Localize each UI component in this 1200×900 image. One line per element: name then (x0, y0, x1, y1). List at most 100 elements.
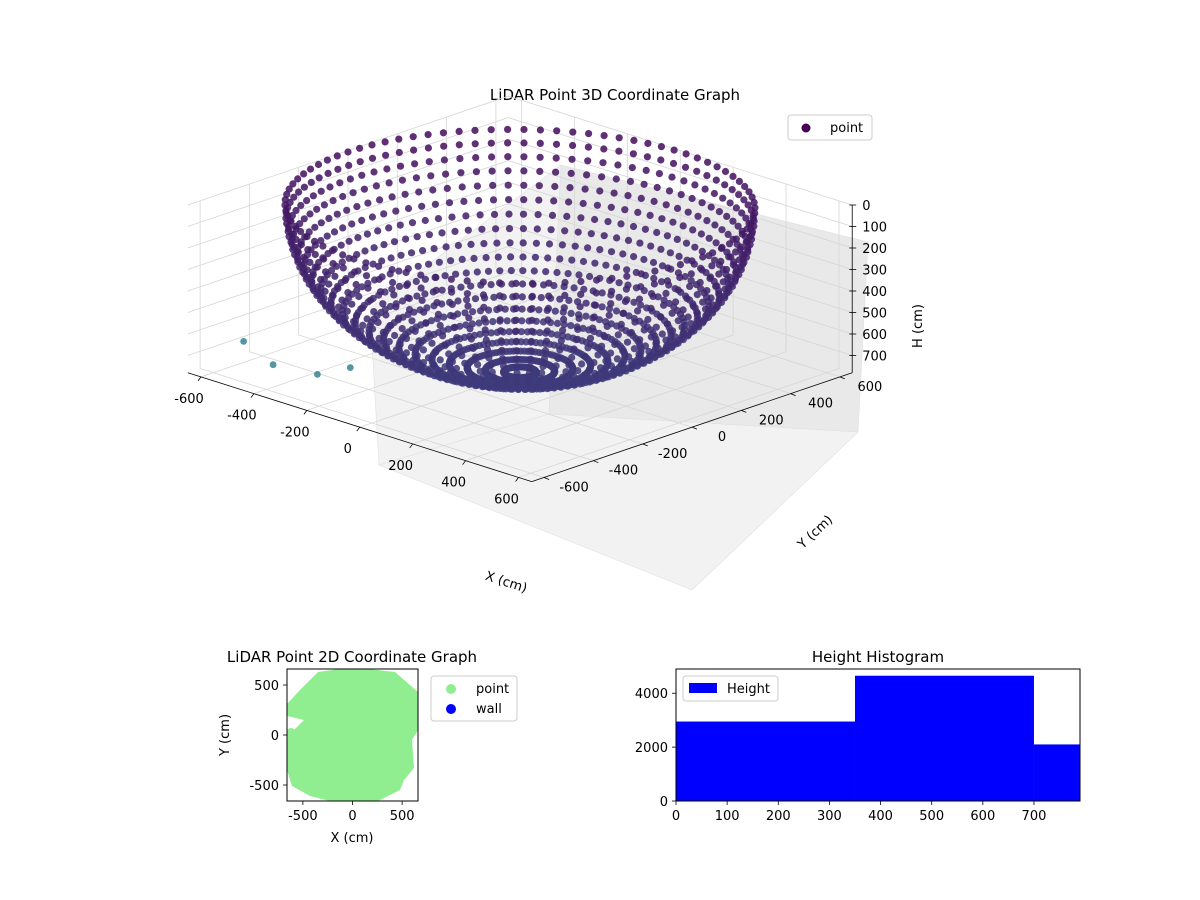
x-tick-label-3d: 400 (441, 476, 466, 491)
point-3d (671, 333, 679, 341)
chart-2d-title: LiDAR Point 2D Coordinate Graph (227, 648, 477, 666)
point-3d (375, 262, 383, 270)
point-3d (366, 296, 375, 304)
point-3d (306, 165, 315, 173)
point-3d (624, 236, 633, 244)
point-3d (440, 142, 448, 150)
point-3d (607, 349, 615, 357)
point-3d (719, 278, 727, 286)
point-3d (520, 196, 528, 204)
point-3d (542, 337, 551, 345)
point-3d (398, 176, 406, 184)
point-3d (353, 203, 361, 211)
z-tick-label-3d: 0 (862, 199, 870, 214)
z-axis-label-3d: H (cm) (911, 304, 926, 348)
point-3d (411, 160, 419, 168)
point-3d (591, 259, 599, 267)
point-3d (321, 287, 329, 295)
point-3d (607, 203, 615, 211)
point-3d (577, 277, 585, 286)
point-3d (409, 133, 417, 141)
y-tick-label-2d: -500 (249, 779, 279, 794)
point-3d (432, 273, 440, 281)
point-3d (601, 333, 609, 341)
point-3d (518, 305, 526, 313)
point-3d (349, 189, 357, 197)
point-3d (335, 315, 343, 323)
y-tick-label-histogram: 2000 (635, 741, 668, 756)
point-3d (662, 289, 670, 297)
point-3d (574, 367, 582, 375)
point-3d (403, 281, 411, 289)
point-3d (333, 210, 341, 218)
point-3d (499, 355, 507, 363)
ticks-2d: -500 0 500 -500 0 500 (249, 679, 414, 824)
point-3d (693, 154, 701, 162)
point-3d (672, 298, 680, 306)
point-3d (362, 259, 370, 267)
point-3d (717, 257, 725, 265)
point-3d (335, 303, 343, 311)
point-3d (297, 201, 305, 210)
point-3d (698, 247, 706, 255)
histogram-bar (1033, 744, 1080, 801)
point-3d (281, 196, 289, 204)
point-3d (447, 257, 455, 265)
y-tick-label-3d: -400 (609, 464, 639, 479)
point-3d (536, 167, 544, 175)
point-3d (569, 128, 577, 136)
point-3d (704, 158, 712, 166)
point-3d (338, 296, 346, 304)
point-3d (472, 154, 480, 162)
gridline-y (249, 184, 594, 462)
point-3d (630, 298, 638, 306)
point-3d (556, 346, 564, 354)
point-3d (589, 324, 597, 332)
point-3d (547, 374, 556, 382)
point-3d (348, 220, 356, 228)
point-3d (385, 224, 393, 232)
point-3d (584, 143, 593, 151)
point-3d (569, 141, 577, 150)
point-3d (490, 374, 498, 382)
point-3d (634, 208, 642, 216)
point-3d (504, 125, 512, 133)
y-tick-label-histogram: 0 (660, 795, 668, 810)
point-3d (575, 376, 583, 384)
point-3d (396, 162, 405, 170)
point-3d (386, 322, 394, 330)
point-3d (567, 309, 575, 317)
point-3d (441, 363, 449, 371)
z-tick-label-3d: 300 (862, 264, 887, 279)
point-3d (395, 267, 403, 275)
y-tick-label-3d: 400 (808, 397, 833, 412)
legend-histogram: Height (682, 675, 779, 702)
legend-2d-wall-label: wall (476, 702, 502, 717)
point-3d (447, 275, 455, 283)
point-3d (341, 314, 349, 322)
point-3d (310, 237, 319, 245)
point-3d (695, 316, 703, 324)
x-tick-label-histogram: 200 (766, 809, 791, 824)
point-3d (449, 312, 457, 320)
point-3d (665, 187, 674, 195)
point-3d (581, 352, 589, 360)
z-tick-label-3d: 100 (862, 221, 887, 236)
point-3d (650, 197, 658, 205)
point-3d (536, 329, 544, 337)
point-3d (701, 185, 709, 193)
point-3d (663, 277, 672, 285)
point-3d (652, 323, 660, 331)
histogram-bar (676, 721, 855, 801)
point-3d (608, 287, 616, 295)
point-3d (636, 239, 644, 247)
point-3d (489, 318, 497, 326)
point-3d (577, 290, 585, 298)
point-3d (676, 273, 684, 282)
point-3d (699, 253, 707, 261)
point-3d (527, 347, 535, 355)
point-3d (377, 288, 385, 296)
point-3d (614, 331, 622, 339)
point-3d (621, 297, 630, 306)
point-3d (419, 346, 427, 354)
